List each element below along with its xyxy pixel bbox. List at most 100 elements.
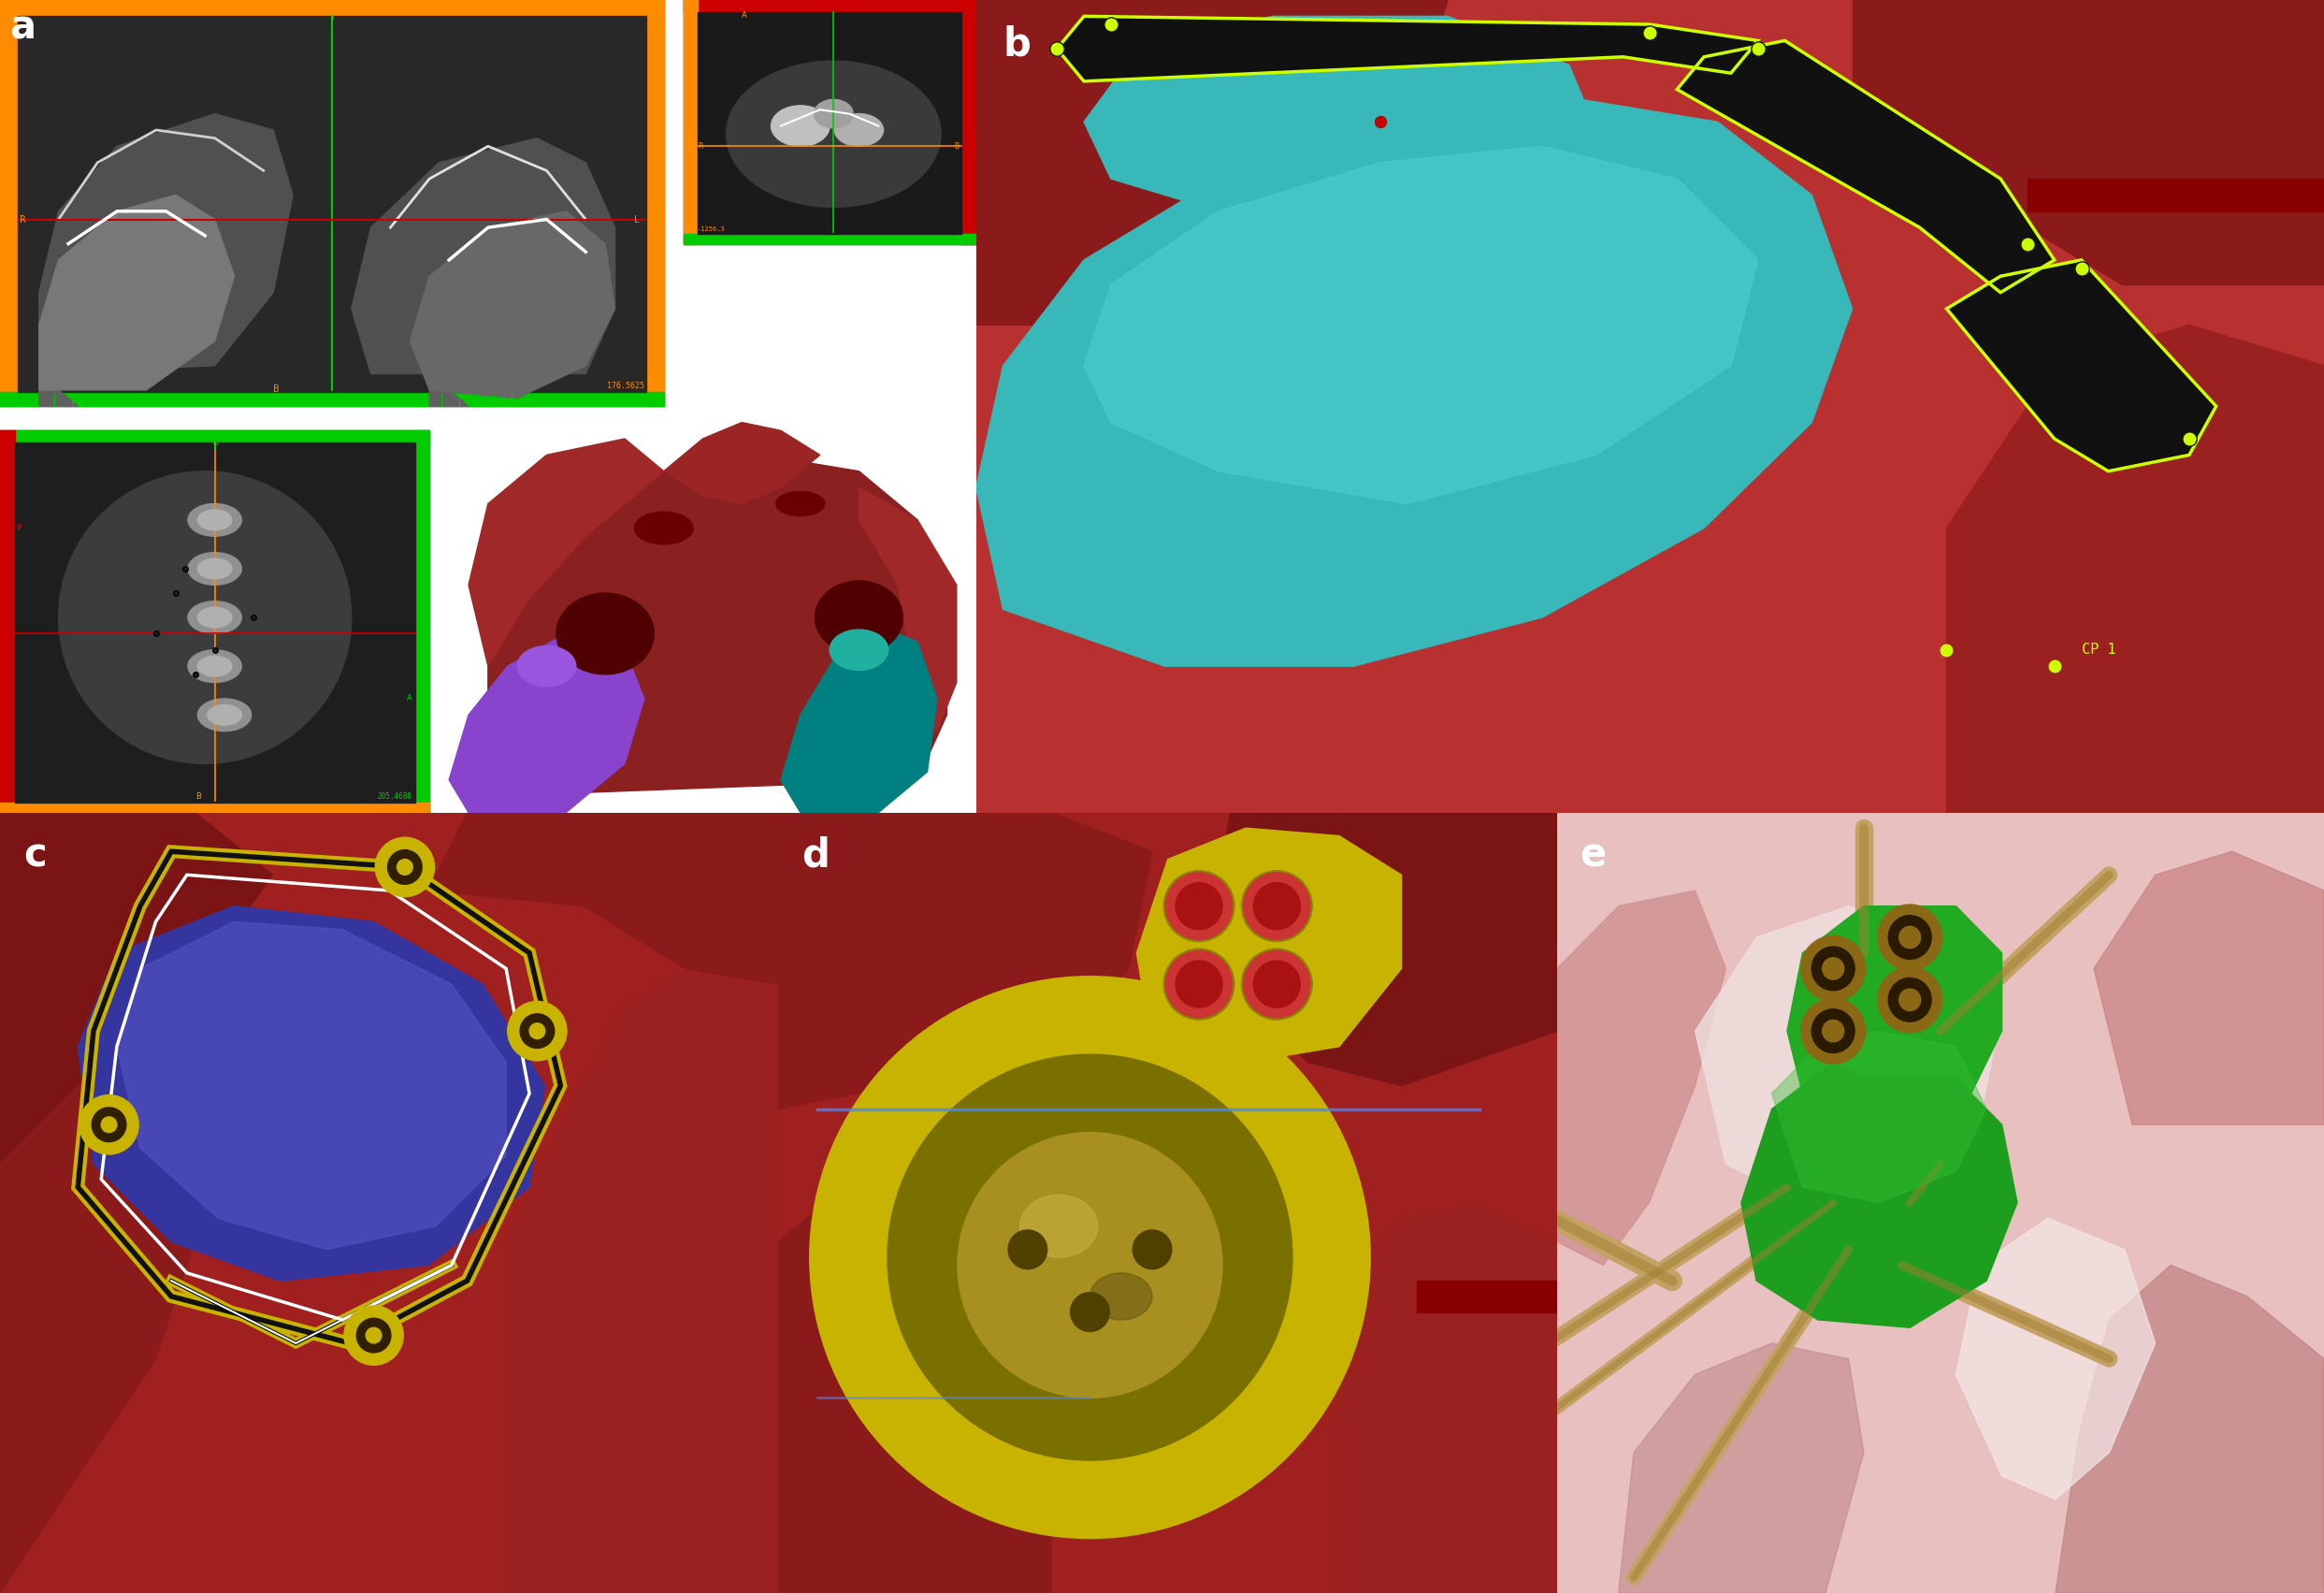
- Bar: [0, 430, 430, 812]
- Circle shape: [1822, 1020, 1843, 1042]
- Text: A: A: [741, 11, 748, 19]
- Text: R: R: [697, 142, 702, 150]
- Text: 176.5625: 176.5625: [607, 382, 644, 390]
- Polygon shape: [779, 1163, 1050, 1593]
- Polygon shape: [665, 422, 820, 503]
- Circle shape: [93, 1107, 125, 1142]
- Ellipse shape: [834, 113, 883, 147]
- Polygon shape: [1787, 906, 2001, 1125]
- Ellipse shape: [198, 559, 232, 578]
- Ellipse shape: [813, 99, 853, 127]
- Polygon shape: [1083, 147, 1757, 503]
- Circle shape: [388, 851, 423, 884]
- Ellipse shape: [188, 503, 242, 537]
- Ellipse shape: [1020, 1195, 1097, 1257]
- Polygon shape: [351, 139, 616, 374]
- Circle shape: [1253, 961, 1299, 1007]
- Polygon shape: [976, 97, 1852, 666]
- Polygon shape: [1339, 1203, 1557, 1593]
- Polygon shape: [779, 812, 1153, 1109]
- Bar: [0, 430, 14, 812]
- Bar: [683, 0, 976, 13]
- Circle shape: [1132, 1230, 1171, 1270]
- Polygon shape: [40, 113, 293, 374]
- Text: B: B: [195, 792, 200, 800]
- Text: CP 1: CP 1: [2082, 644, 2115, 656]
- Text: P: P: [16, 524, 21, 532]
- Circle shape: [1241, 949, 1311, 1020]
- Text: -1256.3: -1256.3: [697, 226, 725, 231]
- Bar: [962, 0, 976, 244]
- Text: T: T: [330, 13, 335, 22]
- Circle shape: [1176, 883, 1222, 929]
- Circle shape: [1822, 957, 1843, 980]
- Text: B: B: [274, 384, 279, 393]
- Ellipse shape: [772, 105, 830, 147]
- Polygon shape: [1957, 1219, 2154, 1499]
- Ellipse shape: [830, 629, 888, 671]
- Polygon shape: [860, 487, 957, 731]
- Ellipse shape: [188, 553, 242, 585]
- Circle shape: [555, 593, 653, 674]
- Ellipse shape: [198, 510, 232, 530]
- Text: A: A: [407, 695, 411, 703]
- Polygon shape: [1678, 41, 2054, 293]
- Polygon shape: [469, 438, 665, 666]
- Bar: [0, 803, 430, 812]
- Polygon shape: [1083, 16, 1597, 212]
- Circle shape: [888, 1055, 1292, 1461]
- Circle shape: [1899, 989, 1920, 1010]
- Ellipse shape: [725, 61, 941, 207]
- Circle shape: [521, 1013, 555, 1048]
- Polygon shape: [1741, 1063, 2017, 1327]
- Polygon shape: [0, 812, 272, 1163]
- Polygon shape: [1948, 260, 2217, 472]
- Circle shape: [530, 1023, 544, 1039]
- Polygon shape: [428, 812, 779, 984]
- Bar: [646, 0, 665, 406]
- Ellipse shape: [207, 704, 242, 725]
- Bar: [0, 392, 665, 406]
- Circle shape: [1813, 1008, 1855, 1053]
- Bar: [0, 0, 665, 16]
- Circle shape: [374, 838, 435, 897]
- Polygon shape: [449, 634, 644, 812]
- Polygon shape: [40, 390, 79, 406]
- Bar: [19, 16, 646, 392]
- Circle shape: [816, 581, 904, 655]
- Bar: [0, 0, 19, 406]
- Circle shape: [1878, 905, 1943, 970]
- Text: L: L: [634, 215, 639, 225]
- Bar: [683, 0, 697, 244]
- Ellipse shape: [776, 492, 825, 516]
- Ellipse shape: [188, 650, 242, 682]
- Circle shape: [1164, 871, 1234, 941]
- Polygon shape: [1557, 890, 1727, 1265]
- Polygon shape: [1852, 0, 2324, 284]
- Text: 205.4688: 205.4688: [376, 792, 411, 800]
- Ellipse shape: [198, 656, 232, 677]
- Polygon shape: [781, 626, 937, 812]
- Circle shape: [397, 859, 414, 875]
- Circle shape: [957, 1133, 1222, 1399]
- Ellipse shape: [198, 699, 251, 731]
- Circle shape: [1253, 883, 1299, 929]
- Polygon shape: [1136, 828, 1401, 1063]
- Polygon shape: [1948, 325, 2324, 812]
- Text: c: c: [23, 836, 46, 875]
- Polygon shape: [116, 922, 507, 1249]
- Circle shape: [1889, 978, 1931, 1021]
- Bar: [697, 13, 962, 234]
- Polygon shape: [409, 212, 616, 398]
- Bar: [0, 430, 430, 443]
- Bar: [683, 234, 976, 244]
- Bar: [430, 414, 976, 812]
- Polygon shape: [1057, 16, 1757, 81]
- Circle shape: [1813, 946, 1855, 991]
- Text: T: T: [211, 443, 216, 452]
- Polygon shape: [1206, 812, 1557, 1086]
- Circle shape: [809, 977, 1371, 1539]
- Text: R: R: [19, 215, 26, 225]
- Polygon shape: [430, 390, 469, 406]
- Ellipse shape: [188, 601, 242, 634]
